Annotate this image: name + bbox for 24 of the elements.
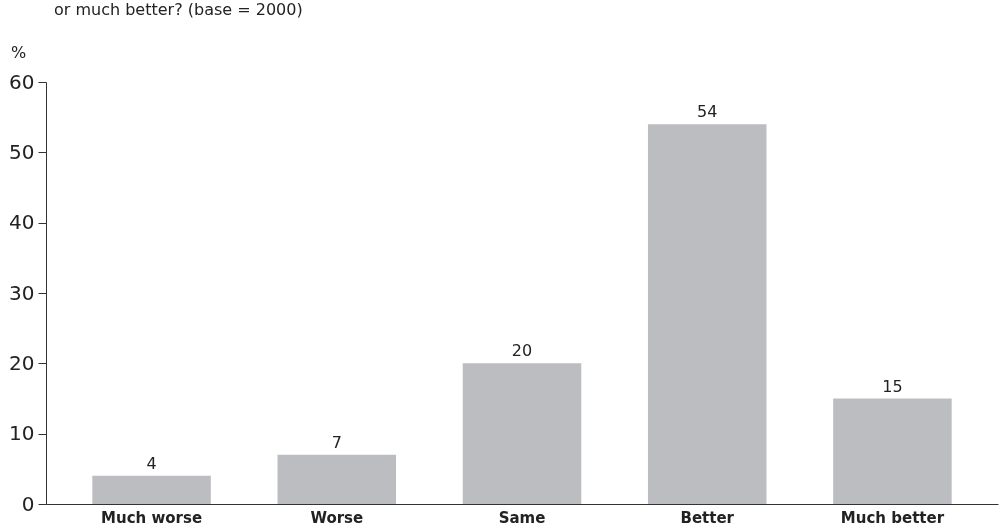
y-tick-label: 0 bbox=[21, 491, 35, 516]
y-tick-label: 50 bbox=[9, 139, 35, 164]
bar bbox=[462, 363, 582, 504]
chart-title: or much better? (base = 2000) bbox=[54, 0, 303, 19]
y-tick-label: 10 bbox=[9, 421, 35, 446]
data-label: 20 bbox=[511, 341, 533, 361]
y-tick-label: 60 bbox=[9, 69, 35, 94]
data-label: 4 bbox=[146, 453, 157, 473]
bar bbox=[277, 454, 397, 504]
y-tick-label: 30 bbox=[9, 280, 35, 305]
data-label: 7 bbox=[331, 432, 342, 452]
x-tick-label: Better bbox=[680, 508, 735, 527]
data-label: 54 bbox=[697, 102, 718, 122]
bar bbox=[647, 124, 767, 504]
y-axis-title: % bbox=[10, 42, 27, 62]
x-tick-label: Much worse bbox=[101, 508, 203, 527]
bar bbox=[92, 475, 211, 504]
x-tick-label: Much better bbox=[840, 508, 945, 527]
data-label: 15 bbox=[882, 376, 903, 396]
x-tick-label: Same bbox=[498, 508, 546, 527]
x-tick-label: Worse bbox=[310, 508, 364, 527]
y-tick-label: 20 bbox=[9, 350, 35, 375]
y-tick-label: 40 bbox=[9, 210, 35, 235]
bar bbox=[833, 398, 952, 504]
